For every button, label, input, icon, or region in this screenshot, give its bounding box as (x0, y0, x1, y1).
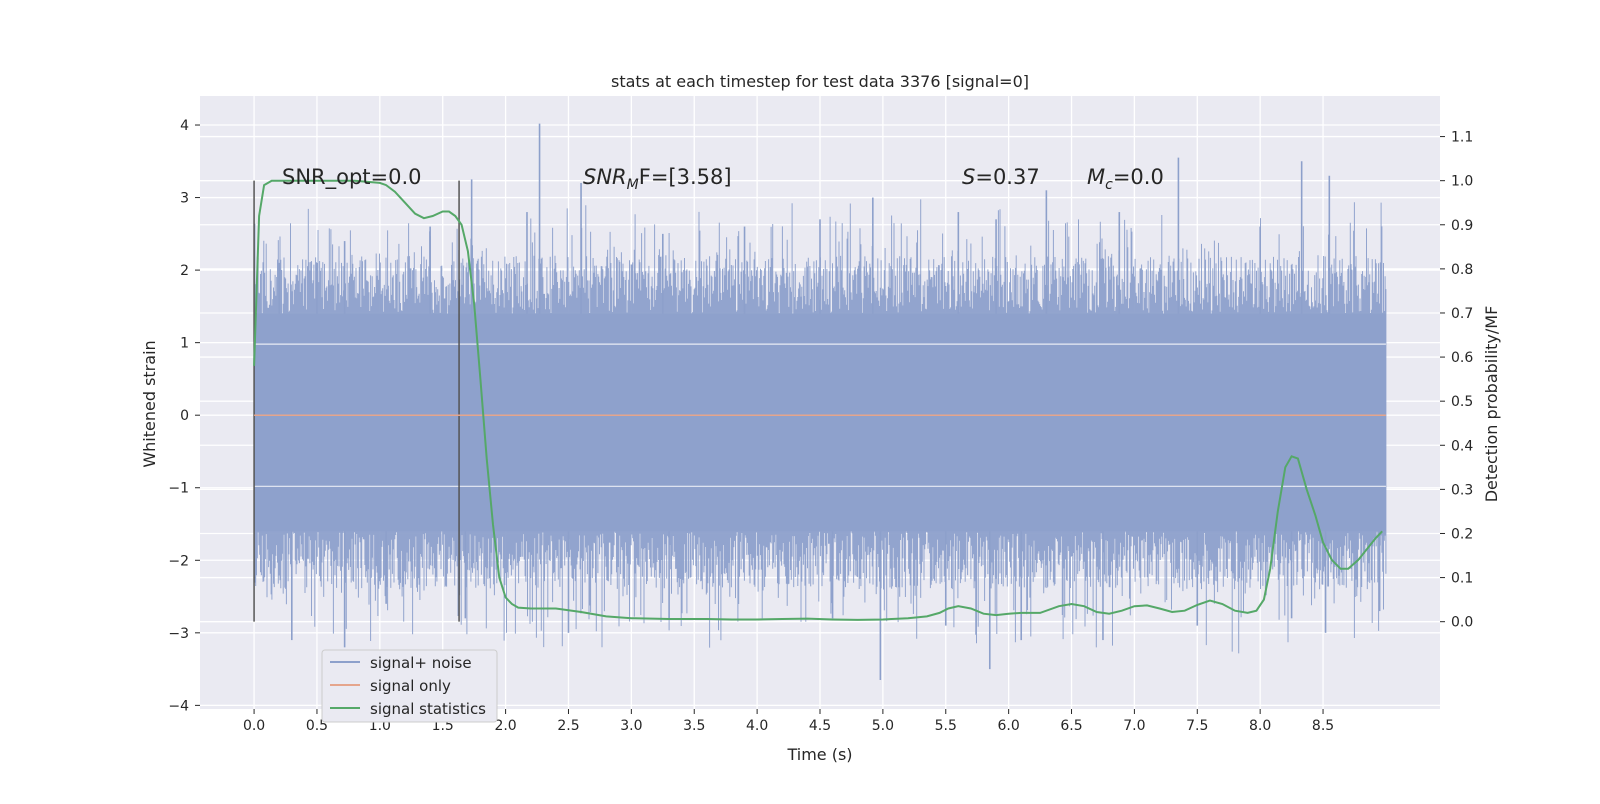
x-axis-label: Time (s) (786, 745, 852, 764)
legend-label-noise: signal+ noise (370, 654, 472, 672)
tick-layer: 0.0 0.5 1.0 1.5 2.0 2.5 3.0 3.5 4.0 4.5 5.0 5.5 6.0 6… (168, 118, 1473, 734)
y-right-tick-label: 0.0 (1451, 615, 1473, 631)
y-right-axis-label: Detection probability/MF (1482, 306, 1501, 503)
annotation-s: S=0.37 (962, 165, 1040, 189)
x-tick-label: 8.5 (1312, 718, 1334, 734)
legend-label-signal: signal only (370, 677, 451, 695)
y-tick-label: 1 (180, 336, 189, 352)
annotation-mc: Mc=0.0 (1087, 165, 1164, 193)
x-tick-label: 2.0 (494, 718, 516, 734)
x-tick-label: 6.5 (1060, 718, 1082, 734)
y-tick-label: −4 (168, 698, 189, 714)
x-tick-label: 5.5 (935, 718, 957, 734)
x-tick-label: 8.0 (1249, 718, 1271, 734)
x-tick-label: 4.0 (746, 718, 768, 734)
y-right-tick-label: 0.2 (1451, 526, 1473, 542)
y-right-tick-label: 0.8 (1451, 262, 1473, 278)
x-tick-label: 7.0 (1123, 718, 1145, 734)
x-tick-label: 5.0 (872, 718, 894, 734)
y-axis-label: Whitened strain (140, 340, 159, 467)
marker-lines (253, 180, 460, 622)
x-tick-label: 0.0 (243, 718, 265, 734)
annotation-snr-mf: SNRMF=[3.58] (583, 165, 732, 193)
x-tick-label: 6.0 (998, 718, 1020, 734)
line-series (253, 179, 1386, 621)
x-tick-label: 7.5 (1186, 718, 1208, 734)
x-tick-label: 3.5 (683, 718, 705, 734)
y-right-tick-label: 1.1 (1451, 130, 1473, 146)
y-right-tick-label: 0.7 (1451, 306, 1473, 322)
x-tick-label: 2.5 (557, 718, 579, 734)
y-right-tick-label: 1.0 (1451, 174, 1473, 190)
y-right-tick-label: 0.1 (1451, 571, 1473, 587)
chart-title: stats at each timestep for test data 337… (611, 72, 1029, 91)
y-tick-label: −2 (168, 553, 189, 569)
y-right-tick-label: 0.9 (1451, 218, 1473, 234)
y-tick-label: 3 (180, 191, 189, 207)
annotation-snr-opt: SNR_opt=0.0 (282, 165, 422, 190)
legend-label-statistics: signal statistics (370, 700, 486, 718)
x-tick-label: 0.5 (306, 718, 328, 734)
y-tick-label: −3 (168, 626, 189, 642)
y-tick-label: 2 (180, 263, 189, 279)
y-right-tick-label: 0.5 (1451, 394, 1473, 410)
signal-statistics-line (253, 179, 1383, 621)
y-tick-label: 4 (180, 118, 189, 134)
x-tick-label: 3.0 (620, 718, 642, 734)
y-tick-label: −1 (168, 481, 189, 497)
y-tick-label: 0 (180, 408, 189, 424)
y-right-tick-label: 0.4 (1451, 438, 1473, 454)
x-tick-label: 4.5 (809, 718, 831, 734)
legend-box (321, 649, 498, 723)
y-right-tick-label: 0.6 (1451, 350, 1473, 366)
noise-series (253, 123, 1387, 680)
y-right-tick-label: 0.3 (1451, 482, 1473, 498)
legend: signal+ noise signal only signal statist… (321, 649, 498, 723)
